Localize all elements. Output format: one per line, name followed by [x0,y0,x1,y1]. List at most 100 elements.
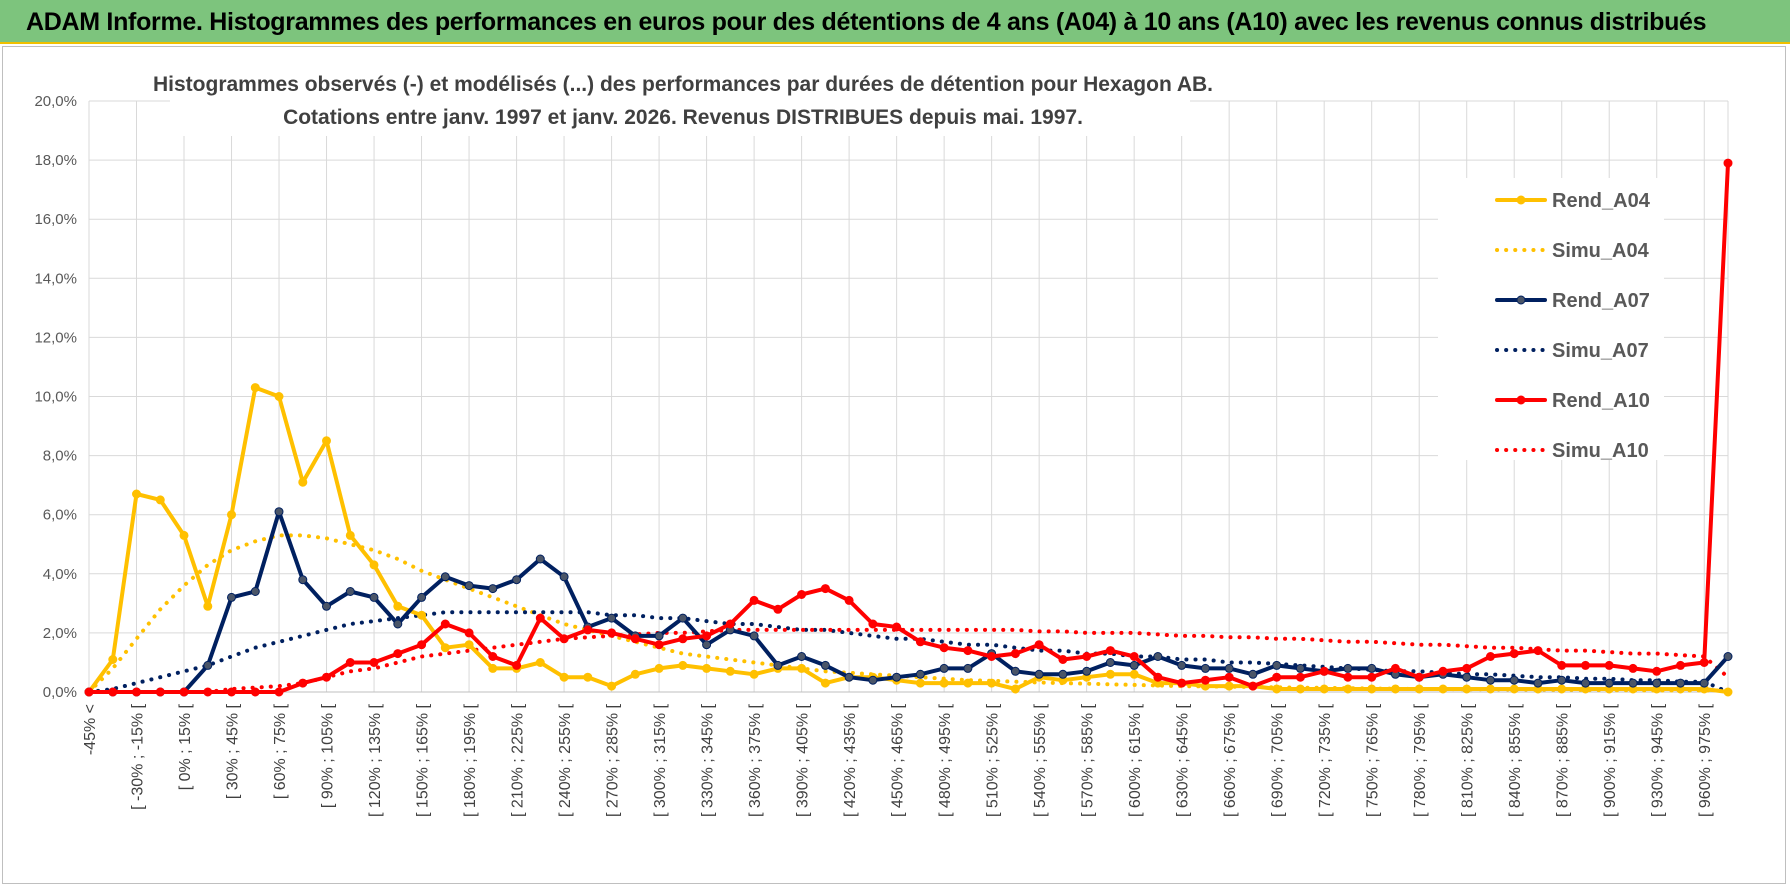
legend-label-simu-a07: Simu_A07 [1552,340,1649,362]
point-rend-a07 [702,640,712,650]
point-rend-a04 [440,643,450,653]
x-tick-label: [ 30% ; 45% [ [225,703,242,799]
point-rend-a04 [1390,684,1400,694]
point-rend-a04 [1010,684,1020,694]
x-tick-label: [ 750% ; 765% [ [1365,703,1382,817]
point-rend-a07 [797,652,807,661]
legend-box [1438,178,1664,460]
point-rend-a10 [1462,663,1472,673]
series-line-rend-a07 [87,509,1730,694]
point-rend-a10 [274,687,284,697]
banner-title: ADAM Informe. Histogrammes des performan… [26,8,1707,36]
point-rend-a07 [607,613,617,623]
point-rend-a10 [892,622,902,632]
point-rend-a07 [417,592,427,602]
point-rend-a10 [1058,655,1068,664]
top-banner: ADAM Informe. Histogrammes des performan… [0,0,1790,44]
y-tick-label: 16,0% [34,211,77,228]
point-rend-a04 [915,678,925,688]
point-rend-a04 [1557,684,1567,694]
point-rend-a04 [1105,669,1115,679]
point-rend-a04 [203,601,213,611]
point-rend-a10 [1723,158,1733,168]
point-rend-a10 [1295,672,1305,682]
point-rend-a10 [1581,660,1590,670]
point-rend-a04 [250,383,260,393]
x-tick-label: [ 240% ; 255% [ [557,703,574,817]
point-rend-a04 [559,672,569,682]
point-rend-a10 [464,628,474,638]
point-rend-a07 [1723,652,1733,661]
x-tick-label: [ 60% ; 75% [ [272,703,289,799]
point-rend-a10 [820,584,830,594]
point-rend-a10 [797,590,807,599]
point-rend-a10 [678,634,688,644]
y-tick-label: 0,0% [43,684,77,701]
x-tick-label: [ 420% ; 435% [ [842,703,859,817]
legend-label-rend-a07: Rend_A07 [1552,290,1650,312]
point-rend-a04 [1486,684,1495,694]
point-rend-a10 [227,687,236,697]
point-rend-a10 [915,637,925,647]
point-rend-a07 [512,575,522,585]
point-rend-a04 [227,510,236,520]
point-rend-a04 [630,669,640,679]
point-rend-a10 [702,631,712,641]
point-rend-a10 [1628,663,1638,673]
point-rend-a10 [535,613,545,623]
point-rend-a07 [488,584,498,594]
point-rend-a04 [108,655,118,664]
chart-frame [2,46,1786,884]
point-rend-a04 [1343,684,1353,694]
point-rend-a10 [844,595,854,605]
point-rend-a04 [369,560,379,570]
point-rend-a10 [1105,646,1115,656]
x-tick-label: [ 930% ; 945% [ [1650,703,1667,817]
point-rend-a10 [1153,672,1163,682]
point-rend-a04 [1723,687,1733,697]
y-tick-label: 6,0% [43,507,77,524]
point-rend-a04 [274,392,284,401]
title-backdrop [170,70,1190,136]
point-rend-a10 [1319,666,1329,676]
point-rend-a10 [1676,660,1685,670]
x-tick-label: [ 150% ; 165% [ [415,703,432,817]
point-rend-a07 [1200,663,1210,673]
point-rend-a10 [322,672,331,682]
x-tick-label: [ 810% ; 825% [ [1460,703,1477,817]
x-tick-label: [ -30% ; -15% [ [130,703,147,809]
point-rend-a10 [1367,672,1377,682]
point-rend-a04 [1509,684,1519,694]
x-tick-label: [ 180% ; 195% [ [462,703,479,817]
point-rend-a07 [227,592,236,602]
point-rend-a04 [1438,684,1448,694]
y-tick-label: 18,0% [34,152,77,169]
point-rend-a07 [1367,663,1377,673]
point-rend-a04 [132,489,141,499]
y-tick-label: 2,0% [43,625,77,642]
point-rend-a10 [607,628,617,638]
point-rend-a07 [322,601,331,611]
x-tick-label: [ 960% ; 975% [ [1697,703,1714,817]
point-rend-a07 [1604,678,1614,688]
x-tick-label: [ 480% ; 495% [ [937,703,954,817]
point-rend-a04 [820,678,830,688]
point-rend-a07 [345,587,355,596]
point-rend-a10 [1557,660,1567,670]
legend-label-rend-a04: Rend_A04 [1552,190,1651,212]
x-tick-label: [ 600% ; 615% [ [1127,703,1144,817]
x-tick-label: [ 840% ; 855% [ [1507,703,1524,817]
point-rend-a07 [868,675,878,685]
x-tick-label: [ 900% ; 915% [ [1602,703,1619,817]
point-rend-a07 [915,669,925,679]
point-rend-a10 [1272,672,1282,682]
x-tick-label: [ 330% ; 345% [ [700,703,717,817]
point-rend-a10 [725,619,735,629]
point-rend-a10 [179,687,189,697]
point-rend-a07 [1462,672,1472,682]
point-rend-a04 [417,610,427,620]
point-rend-a07 [535,554,545,564]
point-rend-a10 [1652,666,1662,676]
point-rend-a10 [630,634,640,644]
point-rend-a10 [654,640,664,650]
